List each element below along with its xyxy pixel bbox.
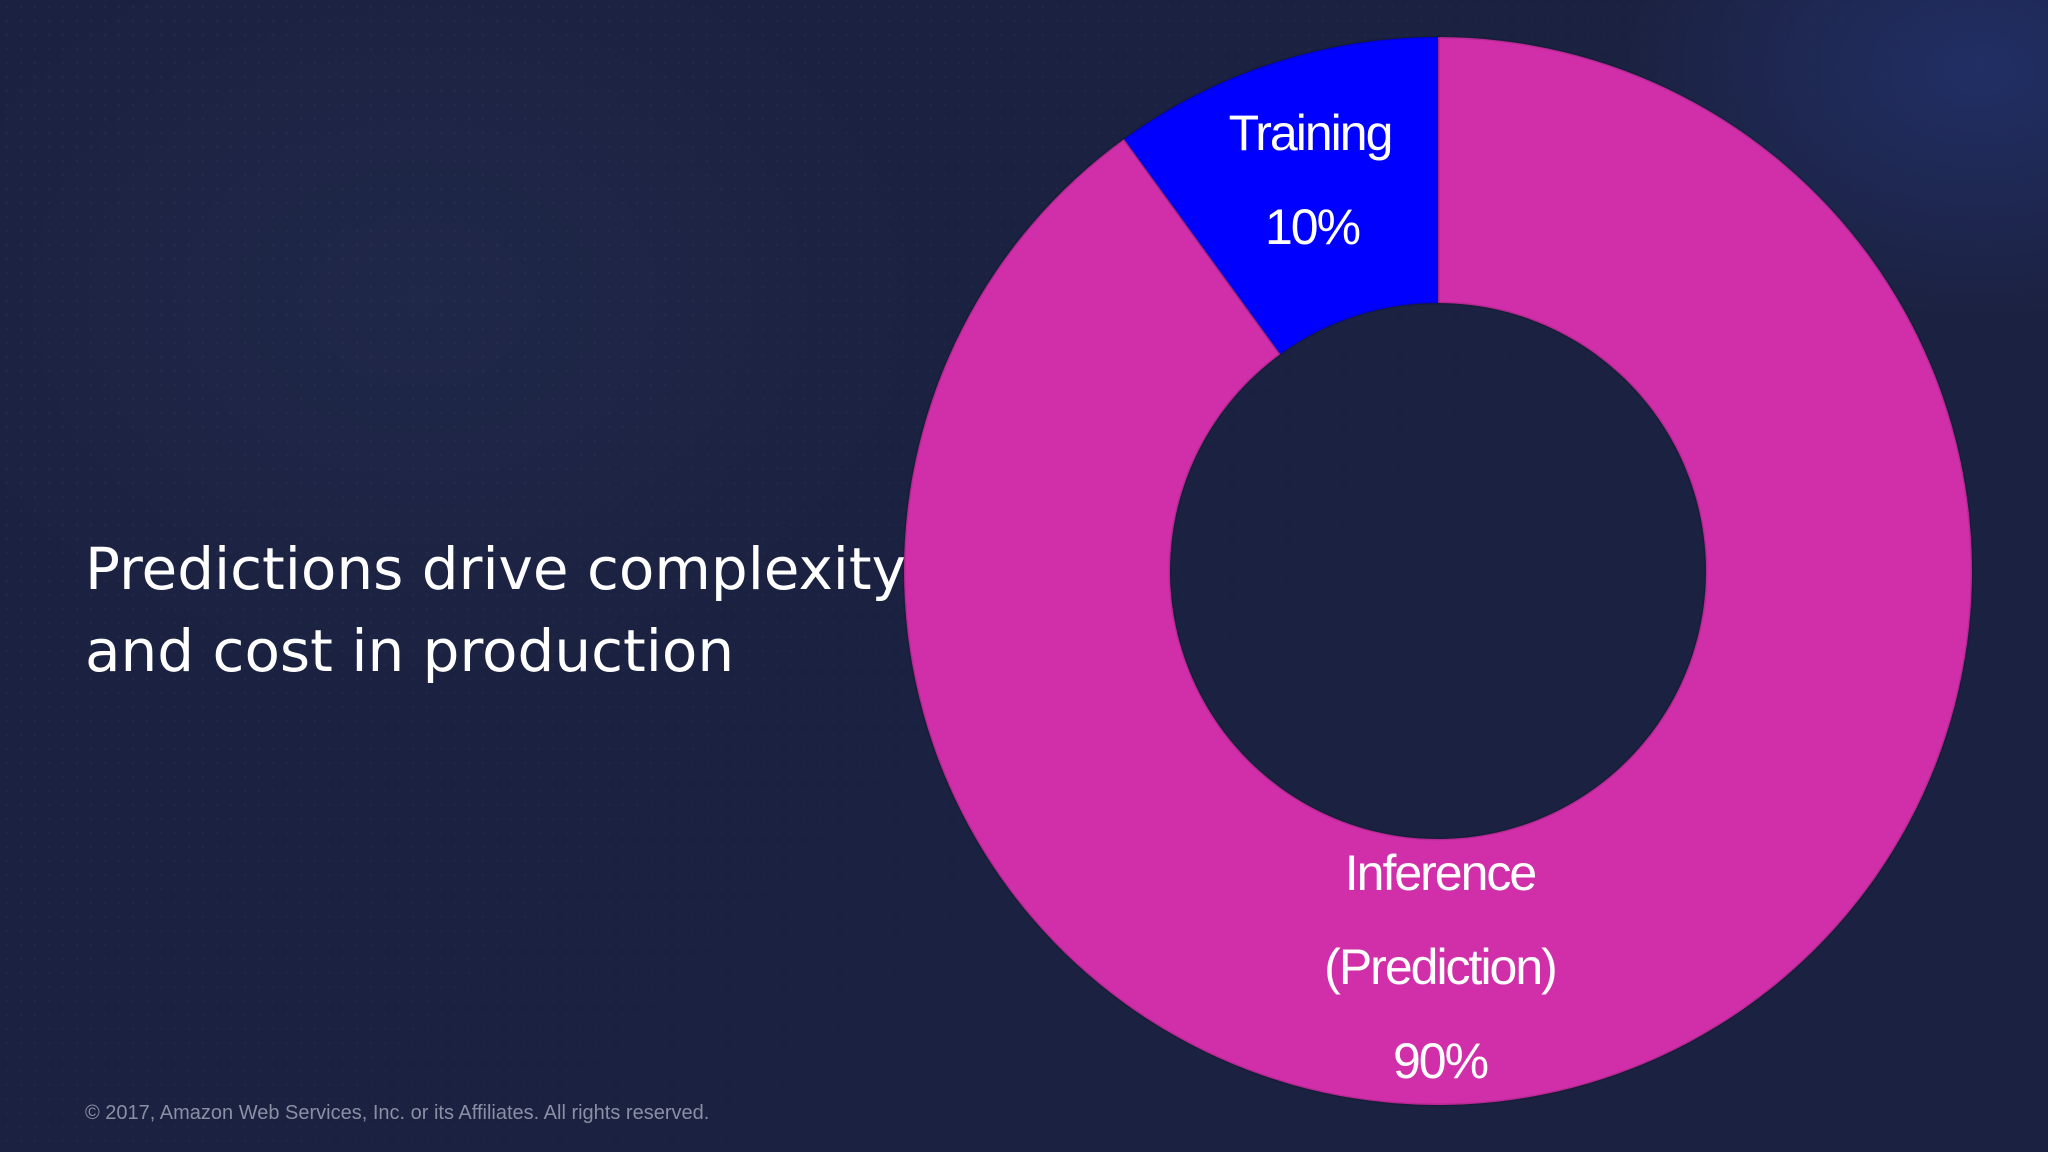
slice-label-training-name: Training: [1229, 105, 1392, 161]
chart-labels: Training 10% Inference (Prediction) 90%: [1229, 105, 1558, 1089]
slice-label-inference-subname: (Prediction): [1324, 939, 1556, 995]
chart-slices: [902, 35, 1974, 1107]
headline-line-2: and cost in production: [85, 617, 735, 685]
slice-label-inference-value: 90%: [1393, 1033, 1488, 1089]
donut-slice-training: [1122, 35, 1440, 357]
copyright-notice: © 2017, Amazon Web Services, Inc. or its…: [85, 1102, 710, 1124]
donut-slice-inference: [902, 35, 1974, 1107]
slice-label-inference-name: Inference: [1345, 845, 1536, 901]
slice-label-training-value: 10%: [1265, 199, 1360, 255]
headline-line-1: Predictions drive complexity: [85, 535, 906, 603]
slide-headline: Predictions drive complexity and cost in…: [85, 528, 906, 692]
